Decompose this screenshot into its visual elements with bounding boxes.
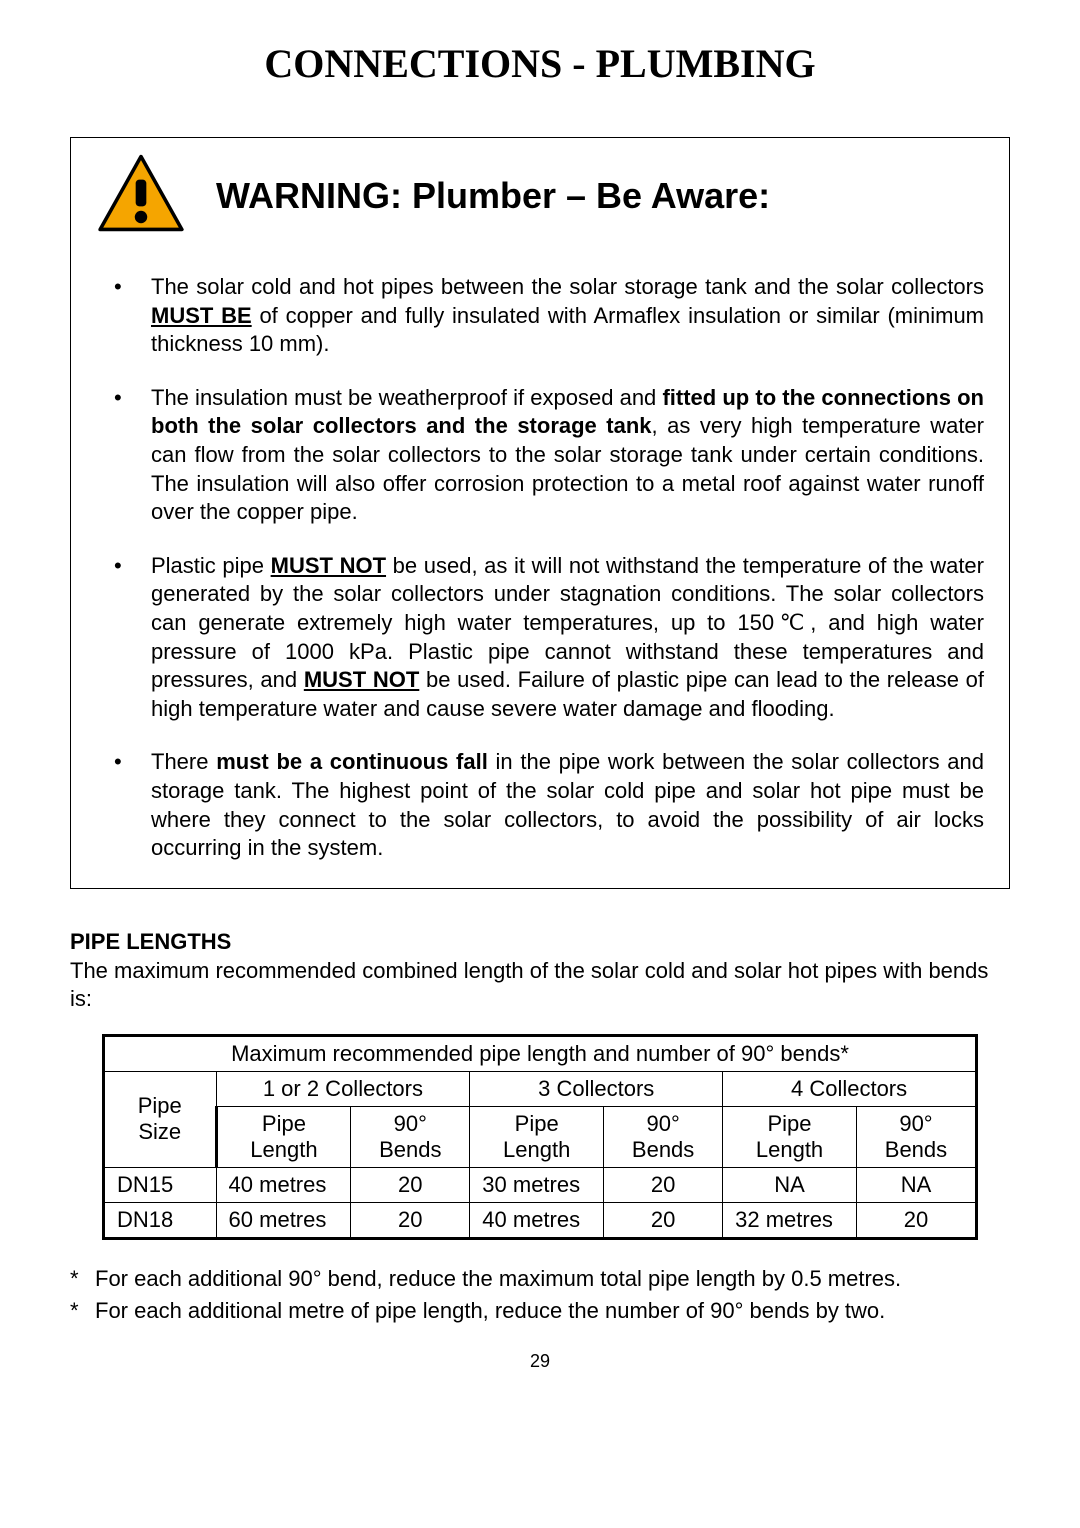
warning-box: WARNING: Plumber – Be Aware: The solar c… — [70, 137, 1010, 889]
cell: 40 metres — [470, 1202, 604, 1238]
sub-header: Pipe Length — [216, 1106, 351, 1167]
footnote-1: * For each additional 90° bend, reduce t… — [70, 1265, 1010, 1294]
warning-bullet-4: There must be a continuous fall in the p… — [96, 748, 984, 862]
warning-bullet-1: The solar cold and hot pipes between the… — [96, 273, 984, 359]
warning-bullet-2: The insulation must be weatherproof if e… — [96, 384, 984, 527]
cell: 20 — [604, 1167, 723, 1202]
must-be: MUST BE — [151, 303, 252, 328]
pipe-lengths-section: PIPE LENGTHS The maximum recommended com… — [70, 929, 1010, 1326]
pipe-table-wrap: Maximum recommended pipe length and numb… — [70, 1034, 1010, 1240]
text: The insulation must be weatherproof if e… — [151, 385, 662, 410]
row-header-pipesize: Pipe Size — [104, 1071, 217, 1167]
table-title: Maximum recommended pipe length and numb… — [104, 1035, 977, 1071]
sub-header: 90° Bends — [604, 1106, 723, 1167]
must-not: MUST NOT — [271, 553, 386, 578]
group-header: 1 or 2 Collectors — [216, 1071, 470, 1106]
text: Plastic pipe — [151, 553, 271, 578]
table-sub-header-row: Pipe Length 90° Bends Pipe Length 90° Be… — [104, 1106, 977, 1167]
sub-header: 90° Bends — [351, 1106, 470, 1167]
table-group-header-row: Pipe Size 1 or 2 Collectors 3 Collectors… — [104, 1071, 977, 1106]
warning-triangle-icon — [96, 153, 186, 238]
table-title-row: Maximum recommended pipe length and numb… — [104, 1035, 977, 1071]
warning-header: WARNING: Plumber – Be Aware: — [96, 138, 984, 248]
cell: NA — [856, 1167, 976, 1202]
cell: 60 metres — [216, 1202, 351, 1238]
cell: NA — [723, 1167, 857, 1202]
section-heading: PIPE LENGTHS — [70, 929, 1010, 955]
pipe-lengths-table: Maximum recommended pipe length and numb… — [102, 1034, 978, 1240]
cell: 30 metres — [470, 1167, 604, 1202]
text: of copper and fully insulated with Armaf… — [151, 303, 984, 357]
footnote-text: For each additional 90° bend, reduce the… — [95, 1265, 901, 1294]
warning-list: The solar cold and hot pipes between the… — [96, 273, 984, 863]
page-number: 29 — [70, 1351, 1010, 1372]
table-row: DN15 40 metres 20 30 metres 20 NA NA — [104, 1167, 977, 1202]
footnote-marker: * — [70, 1265, 95, 1294]
footnote-2: * For each additional metre of pipe leng… — [70, 1297, 1010, 1326]
cell: 20 — [856, 1202, 976, 1238]
sub-header: 90° Bends — [856, 1106, 976, 1167]
cell: 40 metres — [216, 1167, 351, 1202]
page-title: CONNECTIONS - PLUMBING — [70, 40, 1010, 87]
group-header: 4 Collectors — [723, 1071, 977, 1106]
must-not: MUST NOT — [304, 667, 419, 692]
text: The solar cold and hot pipes between the… — [151, 274, 984, 299]
cell-size: DN18 — [104, 1202, 217, 1238]
footnotes: * For each additional 90° bend, reduce t… — [70, 1265, 1010, 1326]
text: There — [151, 749, 216, 774]
footnote-text: For each additional metre of pipe length… — [95, 1297, 885, 1326]
sub-header: Pipe Length — [723, 1106, 857, 1167]
cell: 32 metres — [723, 1202, 857, 1238]
cell-size: DN15 — [104, 1167, 217, 1202]
group-header: 3 Collectors — [470, 1071, 723, 1106]
sub-header: Pipe Length — [470, 1106, 604, 1167]
warning-heading: WARNING: Plumber – Be Aware: — [216, 175, 770, 217]
cell: 20 — [604, 1202, 723, 1238]
footnote-marker: * — [70, 1297, 95, 1326]
cell: 20 — [351, 1167, 470, 1202]
table-row: DN18 60 metres 20 40 metres 20 32 metres… — [104, 1202, 977, 1238]
cell: 20 — [351, 1202, 470, 1238]
warning-bullet-3: Plastic pipe MUST NOT be used, as it wil… — [96, 552, 984, 724]
bold-text: must be a continuous fall — [216, 749, 488, 774]
section-intro: The maximum recommended combined length … — [70, 957, 1010, 1014]
